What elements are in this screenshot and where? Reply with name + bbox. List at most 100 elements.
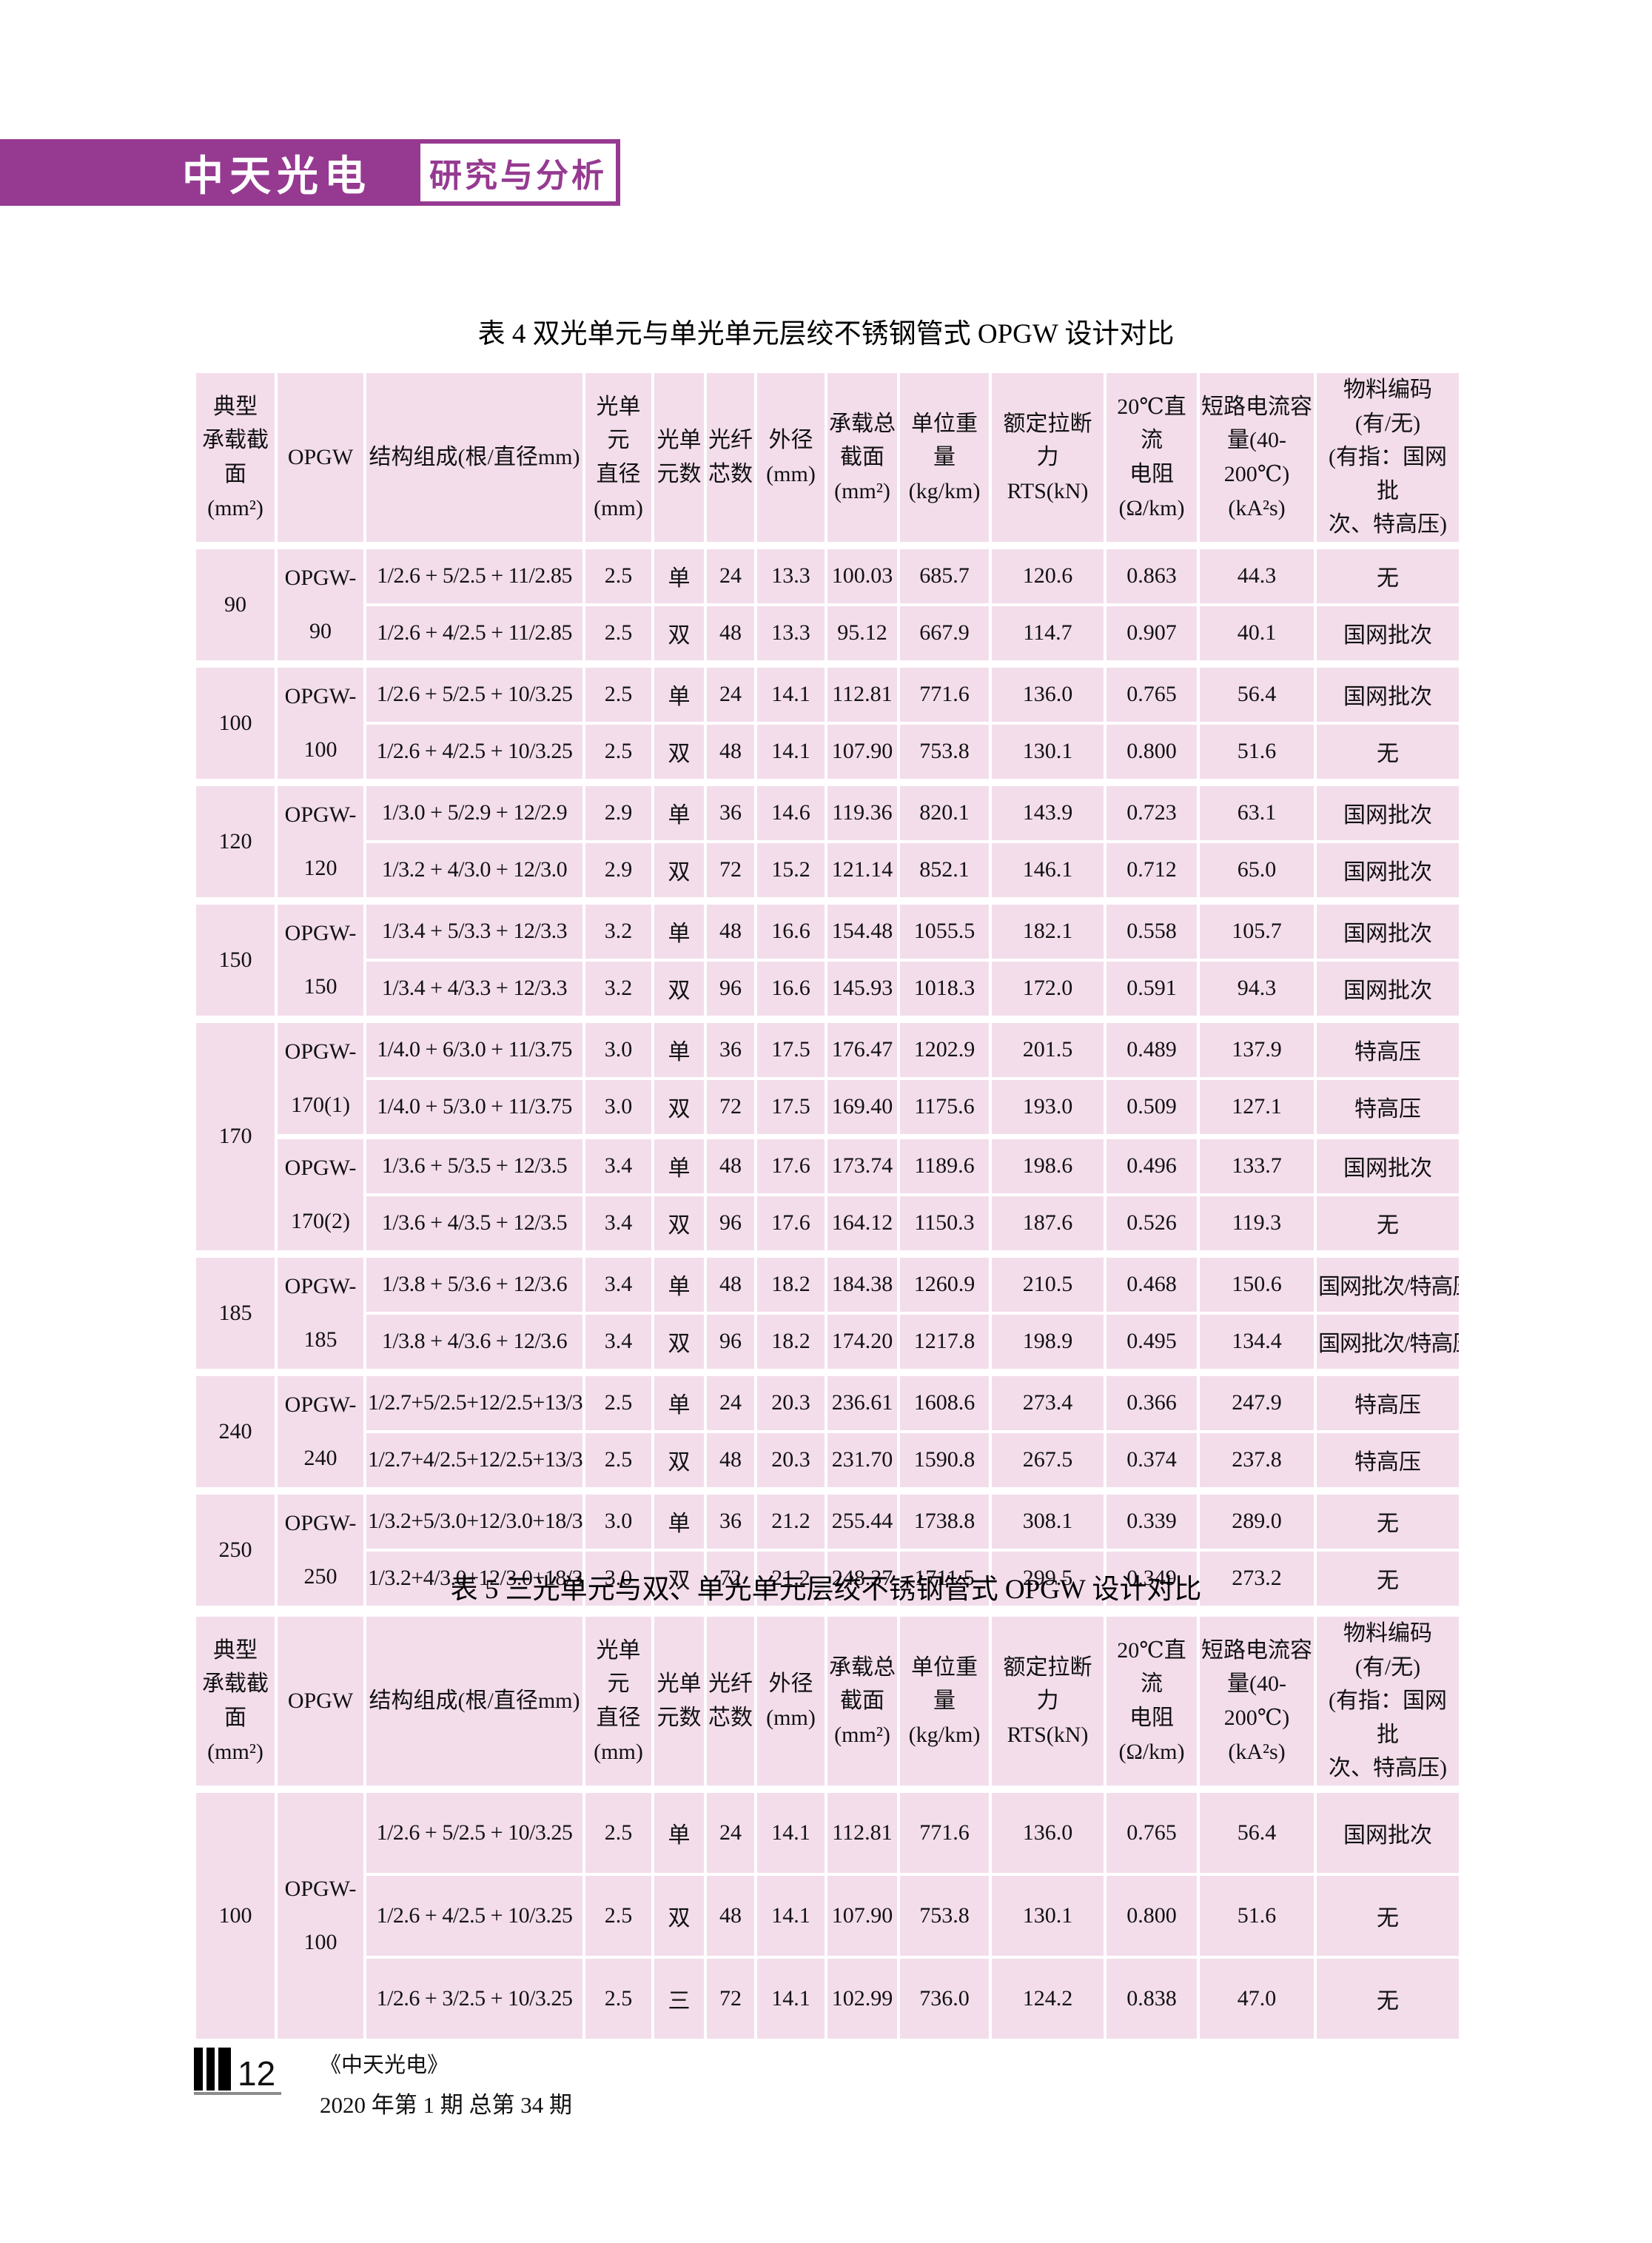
- table5-header-col-5: 光纤 芯数: [704, 1614, 757, 1791]
- table4-section-cell: 240: [193, 1368, 278, 1492]
- table5-cell-fiber-cores: 72: [704, 1955, 757, 2042]
- table4-cell-fiber-cores: 48: [704, 1429, 757, 1492]
- table4-opgw-cell: OPGW- 170(2): [275, 1133, 366, 1255]
- table4-cell-unit-count: 单: [651, 1250, 707, 1315]
- table4-cell-dc-resistance: 0.349: [1104, 1548, 1200, 1609]
- table4-cell-material-code: 特高压: [1314, 1015, 1462, 1080]
- table4-row: OPGW- 170(2) 1/3.6 + 5/3.5 + 12/3.5 3.4 单 48…: [195, 1133, 1462, 1255]
- table4-cell-unit-weight: 1150.3: [897, 1193, 992, 1255]
- table4-cell-rts: 198.9: [989, 1311, 1107, 1374]
- table4-cell-rts: 273.4: [989, 1368, 1107, 1433]
- table4-cell-dc-resistance: 0.863: [1104, 541, 1200, 606]
- table4-cell-rts: 182.1: [989, 896, 1107, 962]
- issue-block: 《中天光电》 2020 年第 1 期 总第 34 期: [320, 2046, 572, 2119]
- table4-cell-rts: 187.6: [989, 1193, 1107, 1255]
- marker-bar: [206, 2048, 215, 2091]
- table4-opgw-cell: OPGW- 150: [275, 896, 366, 1021]
- table4-cell-structure: 1/3.6 + 5/3.5 + 12/3.5: [363, 1133, 585, 1196]
- table5-cell-rts: 130.1: [989, 1872, 1107, 1959]
- table5-cell-diameter: 2.5: [582, 1872, 654, 1959]
- table4-cell-fiber-cores: 24: [704, 1368, 757, 1433]
- table4-header-col-6: 外径 (mm): [754, 370, 827, 547]
- table4-cell-unit-weight: 1202.9: [897, 1015, 992, 1080]
- table4-cell-outer-diameter: 15.2: [754, 839, 827, 902]
- table4-cell-structure: 1/3.4 + 4/3.3 + 12/3.3: [363, 958, 585, 1021]
- table4-cell-material-code: 国网批次: [1314, 603, 1462, 665]
- table4-cell-diameter: 2.5: [582, 721, 654, 784]
- table4-header-col-0: 典型 承载截面 (mm²): [193, 370, 278, 547]
- table4-cell-outer-diameter: 17.5: [754, 1015, 827, 1080]
- table4-cell-dc-resistance: 0.339: [1104, 1486, 1200, 1552]
- table4-cell-short-circuit-capacity: 105.7: [1197, 896, 1317, 962]
- table4-cell-dc-resistance: 0.509: [1104, 1076, 1200, 1139]
- table4-cell-rts: 143.9: [989, 778, 1107, 843]
- table4-cell-dc-resistance: 0.526: [1104, 1193, 1200, 1255]
- table4-cell-unit-weight: 1217.8: [897, 1311, 992, 1374]
- table4-header-col-8: 单位重量 (kg/km): [897, 370, 992, 547]
- table4-header-col-1: OPGW: [275, 370, 366, 547]
- table5-cell-dc-resistance: 0.800: [1104, 1872, 1200, 1959]
- table5-row: 1/2.6 + 3/2.5 + 10/3.25 2.5 三 72 14.1 102.99 7…: [195, 1955, 1462, 2042]
- table5-cell-unit-count: 三: [651, 1955, 707, 2042]
- table4-cell-dc-resistance: 0.468: [1104, 1250, 1200, 1315]
- table4-cell-dc-resistance: 0.591: [1104, 958, 1200, 1021]
- table4-cell-diameter: 3.0: [582, 1076, 654, 1139]
- table4-row: 1/3.6 + 4/3.5 + 12/3.5 3.4 双 96 17.6 164.12 11…: [195, 1193, 1462, 1255]
- table4-cell-material-code: 国网批次: [1314, 958, 1462, 1021]
- table4-cell-outer-diameter: 20.3: [754, 1368, 827, 1433]
- table4-cell-dc-resistance: 0.558: [1104, 896, 1200, 962]
- table4-cell-unit-count: 双: [651, 958, 707, 1021]
- table4-cell-unit-weight: 753.8: [897, 721, 992, 784]
- table4-cell-outer-diameter: 14.1: [754, 660, 827, 725]
- issue-info: 2020 年第 1 期 总第 34 期: [320, 2092, 572, 2118]
- brand-logo: 中天光电: [182, 151, 372, 201]
- brand-bar: 中天光电: [0, 139, 416, 206]
- table5-cell-total-section: 112.81: [825, 1785, 900, 1876]
- table4-cell-unit-count: 单: [651, 778, 707, 843]
- table4-cell-unit-weight: 1175.6: [897, 1076, 992, 1139]
- table4-cell-short-circuit-capacity: 56.4: [1197, 660, 1317, 725]
- table4-cell-structure: 1/2.6 + 5/2.5 + 11/2.85: [363, 541, 585, 606]
- table5-cell-dc-resistance: 0.838: [1104, 1955, 1200, 2042]
- table5-opgw-cell: OPGW- 100: [275, 1785, 366, 2042]
- table4-cell-diameter: 2.9: [582, 839, 654, 902]
- table4-cell-total-section: 145.93: [825, 958, 900, 1021]
- table4-cell-total-section: 176.47: [825, 1015, 900, 1080]
- table4-cell-short-circuit-capacity: 40.1: [1197, 603, 1317, 665]
- table5-cell-structure: 1/2.6 + 4/2.5 + 10/3.25: [363, 1872, 585, 1959]
- table5-cell-fiber-cores: 48: [704, 1872, 757, 1959]
- table4-cell-diameter: 2.5: [582, 541, 654, 606]
- table4-cell-total-section: 100.03: [825, 541, 900, 606]
- table4-row: 150 OPGW- 150 1/3.4 + 5/3.3 + 12/3.3 3.2 单 48…: [193, 896, 1462, 1021]
- table4-cell-unit-count: 双: [651, 1311, 707, 1374]
- table4-cell-short-circuit-capacity: 65.0: [1197, 839, 1317, 902]
- page-marker-bars-icon: [194, 2046, 231, 2091]
- table4-cell-dc-resistance: 0.489: [1104, 1015, 1200, 1080]
- table4-cell-unit-weight: 1055.5: [897, 896, 992, 962]
- table4-cell-short-circuit-capacity: 119.3: [1197, 1193, 1317, 1255]
- table4-cell-rts: 146.1: [989, 839, 1107, 902]
- table4-cell-unit-weight: 1260.9: [897, 1250, 992, 1315]
- table5-header-col-8: 单位重量 (kg/km): [897, 1614, 992, 1791]
- table4-header-col-2: 结构组成(根/直径mm): [363, 370, 585, 547]
- table4-cell-diameter: 3.4: [582, 1133, 654, 1196]
- table5-cell-outer-diameter: 14.1: [754, 1872, 827, 1959]
- table4-cell-total-section: 121.14: [825, 839, 900, 902]
- table4-cell-material-code: 国网批次: [1314, 896, 1462, 962]
- marker-bar: [194, 2048, 203, 2091]
- table5-row: 1/2.6 + 4/2.5 + 10/3.25 2.5 双 48 14.1 107.90 7…: [195, 1872, 1462, 1959]
- table4-row: 1/2.7+4/2.5+12/2.5+13/3.8 2.5 双 48 20.3 231.7…: [195, 1429, 1462, 1492]
- table4-section-cell: 100: [193, 660, 278, 784]
- table5-row: 100 OPGW- 100 1/2.6 + 5/2.5 + 10/3.25 2.5 单 2…: [193, 1785, 1462, 2042]
- table4-cell-structure: 1/3.2+4/3.0+12/3.0+18/3.0: [363, 1548, 585, 1609]
- table4-cell-diameter: 3.0: [582, 1015, 654, 1080]
- table4-cell-outer-diameter: 16.6: [754, 958, 827, 1021]
- table5-section-cell: 100: [193, 1785, 278, 2042]
- journal-name: 《中天光电》: [320, 2053, 449, 2077]
- table4-cell-outer-diameter: 13.3: [754, 541, 827, 606]
- table4-cell-unit-weight: 667.9: [897, 603, 992, 665]
- table4-cell-fiber-cores: 36: [704, 1486, 757, 1552]
- table5-header-col-1: OPGW: [275, 1614, 366, 1791]
- table4-cell-unit-weight: 1608.6: [897, 1368, 992, 1433]
- table4-cell-structure: 1/3.8 + 5/3.6 + 12/3.6: [363, 1250, 585, 1315]
